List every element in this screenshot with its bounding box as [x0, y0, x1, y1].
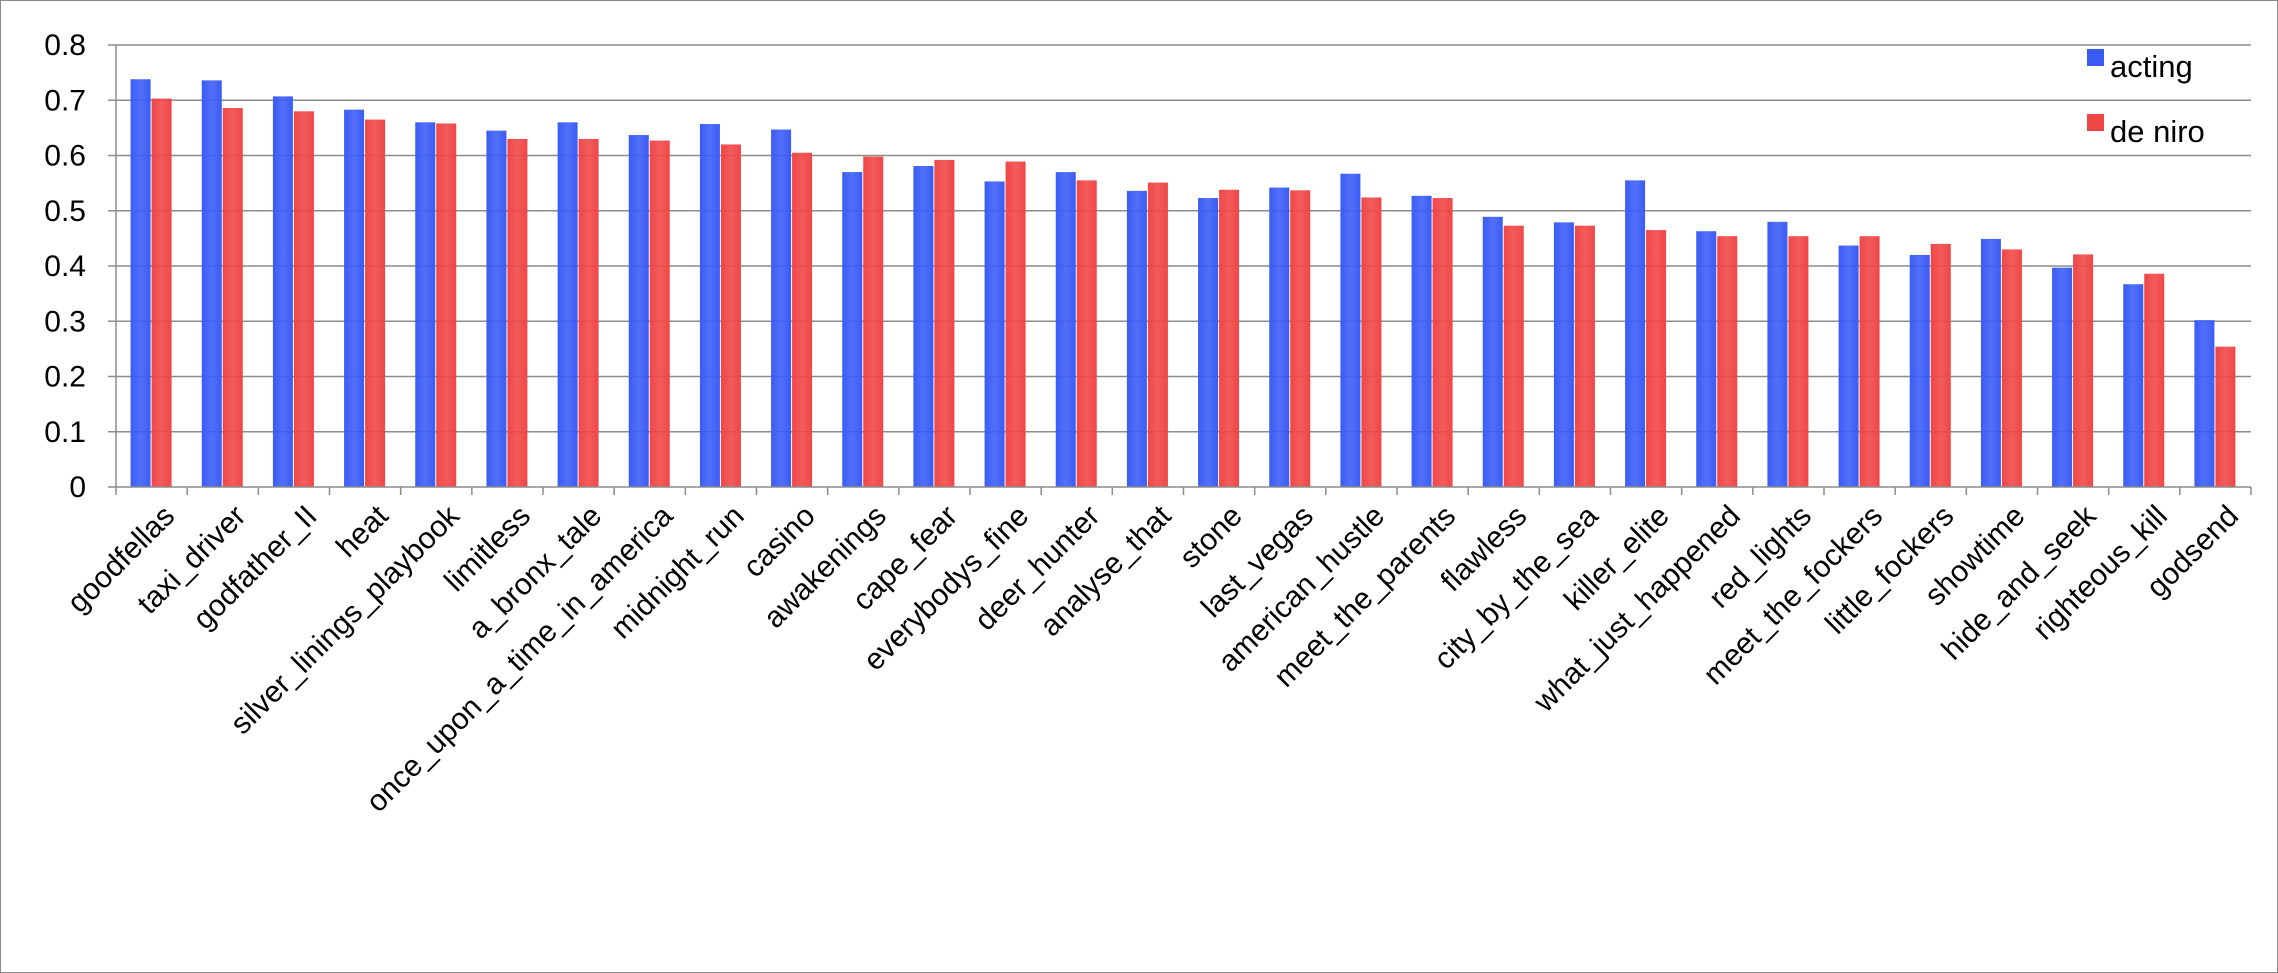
legend-swatch-de-niro	[2087, 114, 2104, 131]
bar-de-niro	[934, 159, 955, 488]
bar-acting	[2052, 267, 2073, 487]
bar-de-niro	[720, 144, 741, 487]
bar-acting	[1269, 187, 1290, 488]
bar-acting	[1767, 221, 1788, 488]
bar-de-niro	[1005, 161, 1026, 487]
bar-de-niro	[1290, 190, 1311, 487]
gridlines	[108, 44, 2251, 488]
y-tick-label: 0.7	[44, 84, 86, 117]
legend: acting de niro	[2087, 49, 2205, 149]
bar-acting	[771, 129, 792, 487]
bar-acting	[1909, 254, 1930, 487]
axes	[115, 45, 2252, 495]
bar-acting	[1482, 216, 1503, 487]
bar-acting	[699, 124, 720, 487]
bar-acting	[2123, 284, 2144, 487]
bar-de-niro	[1930, 243, 1951, 487]
bar-de-niro	[222, 107, 243, 488]
bar-acting	[1055, 172, 1076, 487]
bar-acting	[415, 122, 436, 487]
bar-acting	[1838, 245, 1859, 487]
bar-de-niro	[578, 138, 599, 488]
bar-de-niro	[507, 138, 528, 488]
bar-acting	[1980, 238, 2001, 487]
bar-acting	[913, 165, 934, 487]
bar-acting	[272, 96, 293, 487]
bar-de-niro	[1147, 182, 1168, 487]
bar-de-niro	[1503, 225, 1524, 488]
y-tick-label: 0.2	[44, 361, 86, 394]
bar-de-niro	[1219, 189, 1240, 487]
bar-acting	[842, 172, 863, 487]
bar-de-niro	[2144, 273, 2165, 487]
y-tick-labels: 0 0.1 0.2 0.3 0.4 0.5 0.6 0.7 0.8	[44, 29, 86, 504]
bar-acting	[1198, 198, 1219, 488]
bar-acting	[1553, 222, 1574, 488]
legend-label-acting: acting	[2110, 49, 2193, 84]
bars	[130, 79, 2236, 488]
bar-de-niro	[1788, 236, 1809, 487]
bar-de-niro	[2215, 346, 2236, 487]
legend-label-de-niro: de niro	[2110, 114, 2205, 149]
bar-acting	[486, 130, 507, 487]
bar-de-niro	[436, 123, 457, 487]
y-tick-label: 0.4	[44, 250, 86, 283]
bar-acting	[628, 135, 649, 487]
bar-acting	[1411, 195, 1432, 487]
y-tick-label: 0.5	[44, 195, 86, 228]
category-label: heat	[330, 499, 395, 564]
bar-de-niro	[863, 156, 884, 488]
bar-acting	[344, 109, 365, 487]
bar-de-niro	[792, 152, 813, 488]
y-tick-label: 0.1	[44, 416, 86, 449]
bar-acting	[1126, 190, 1147, 488]
bar-acting	[130, 79, 151, 487]
bar-de-niro	[2073, 254, 2094, 487]
bar-de-niro	[1717, 236, 1738, 487]
bar-de-niro	[1432, 198, 1453, 488]
y-tick-label: 0.3	[44, 305, 86, 338]
bar-acting	[2194, 320, 2215, 487]
bar-acting	[1625, 180, 1646, 488]
bar-de-niro	[151, 98, 172, 487]
bar-de-niro	[2001, 249, 2022, 487]
bar-de-niro	[1361, 197, 1382, 488]
legend-swatch-acting	[2087, 49, 2104, 66]
y-tick-label: 0.8	[44, 29, 86, 62]
bar-de-niro	[1859, 236, 1880, 487]
bar-de-niro	[649, 140, 670, 487]
bar-de-niro	[1646, 230, 1667, 487]
y-tick-label: 0	[69, 471, 86, 504]
bar-de-niro	[293, 111, 314, 488]
y-tick-label: 0.6	[44, 140, 86, 173]
bar-de-niro	[365, 119, 386, 488]
bar-acting	[984, 181, 1005, 487]
bar-acting	[1696, 231, 1717, 487]
bar-de-niro	[1076, 180, 1097, 488]
bar-acting	[1340, 173, 1361, 488]
bar-de-niro	[1574, 225, 1595, 488]
bar-acting	[201, 80, 222, 488]
bar-acting	[557, 122, 578, 487]
